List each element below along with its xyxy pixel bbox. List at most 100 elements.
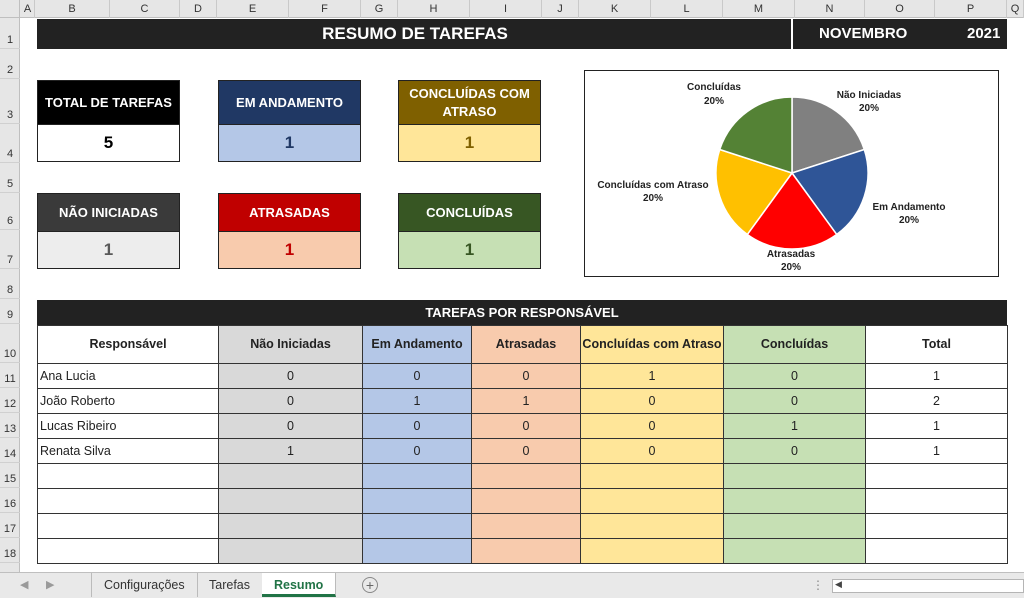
table-cell[interactable] [865, 538, 1008, 564]
table-cell[interactable]: 0 [218, 413, 363, 439]
table-cell[interactable]: 0 [218, 363, 363, 389]
table-cell[interactable]: 1 [723, 413, 866, 439]
column-header[interactable]: I [470, 0, 542, 18]
pie-slice[interactable] [790, 148, 869, 236]
cell-responsavel[interactable] [37, 538, 219, 564]
table-cell[interactable] [362, 488, 472, 514]
table-cell[interactable] [580, 513, 724, 539]
header-responsavel[interactable]: Responsável [37, 325, 219, 364]
row-header[interactable]: 18 [0, 538, 20, 563]
table-cell[interactable]: 0 [362, 413, 472, 439]
column-header[interactable]: L [651, 0, 723, 18]
table-cell[interactable]: 1 [362, 388, 472, 414]
cell-responsavel[interactable] [37, 513, 219, 539]
column-header[interactable]: Q [1007, 0, 1024, 18]
row-header[interactable]: 4 [0, 124, 20, 163]
table-cell[interactable]: 0 [471, 363, 581, 389]
table-cell[interactable]: 1 [471, 388, 581, 414]
table-cell[interactable]: 0 [471, 413, 581, 439]
column-header[interactable]: N [795, 0, 865, 18]
worksheet[interactable]: RESUMO DE TAREFAS NOVEMBRO 2021 TOTAL DE… [21, 19, 1024, 572]
table-cell[interactable] [471, 513, 581, 539]
column-header[interactable]: B [35, 0, 110, 18]
row-header[interactable]: 14 [0, 438, 20, 463]
table-cell[interactable] [218, 513, 363, 539]
column-header[interactable]: E [217, 0, 289, 18]
table-cell[interactable] [471, 488, 581, 514]
table-cell[interactable]: 2 [865, 388, 1008, 414]
table-cell[interactable]: 0 [723, 363, 866, 389]
status-pie-chart[interactable]: Não Iniciadas 20% Em Andamento 20% Atras… [584, 70, 999, 277]
header-atrasadas[interactable]: Atrasadas [471, 325, 581, 364]
table-cell[interactable] [723, 488, 866, 514]
sheet-tab-resumo[interactable]: Resumo [262, 573, 337, 597]
column-header[interactable]: H [398, 0, 470, 18]
row-header[interactable]: 13 [0, 413, 20, 438]
table-cell[interactable]: 0 [362, 363, 472, 389]
table-cell[interactable] [723, 463, 866, 489]
row-header[interactable]: 9 [0, 299, 20, 324]
header-nao-iniciadas[interactable]: Não Iniciadas [218, 325, 363, 364]
column-header[interactable]: O [865, 0, 935, 18]
table-cell[interactable] [218, 538, 363, 564]
table-cell[interactable]: 1 [865, 363, 1008, 389]
cell-responsavel[interactable]: Renata Silva [37, 438, 219, 464]
table-cell[interactable] [471, 538, 581, 564]
table-cell[interactable]: 0 [723, 388, 866, 414]
table-cell[interactable]: 1 [865, 438, 1008, 464]
sheet-tab-tarefas[interactable]: Tarefas [197, 573, 263, 597]
month-label[interactable]: NOVEMBRO [819, 25, 908, 42]
header-em-andamento[interactable]: Em Andamento [362, 325, 472, 364]
row-header[interactable]: 2 [0, 49, 20, 79]
column-header[interactable]: M [723, 0, 795, 18]
table-cell[interactable] [362, 463, 472, 489]
row-header[interactable]: 12 [0, 388, 20, 413]
cell-responsavel[interactable]: Ana Lucia [37, 363, 219, 389]
sheet-tab-configuracoes[interactable]: Configurações [91, 573, 198, 597]
column-header[interactable]: K [579, 0, 651, 18]
pie-slice[interactable] [791, 96, 866, 175]
table-cell[interactable]: 1 [218, 438, 363, 464]
row-header[interactable]: 3 [0, 79, 20, 124]
column-header[interactable]: P [935, 0, 1007, 18]
column-header[interactable]: C [110, 0, 180, 18]
cell-responsavel[interactable] [37, 463, 219, 489]
table-cell[interactable]: 0 [471, 438, 581, 464]
cell-responsavel[interactable] [37, 488, 219, 514]
triangle-left-icon[interactable]: ◀ [835, 579, 842, 589]
table-cell[interactable] [580, 538, 724, 564]
pie-slice[interactable] [715, 148, 794, 236]
table-cell[interactable]: 1 [865, 413, 1008, 439]
horizontal-scrollbar[interactable]: ◀ [832, 579, 1024, 593]
header-concluidas-com-atraso[interactable]: Concluídas com Atraso [580, 325, 724, 364]
table-cell[interactable]: 0 [218, 388, 363, 414]
table-cell[interactable] [865, 513, 1008, 539]
column-header[interactable]: D [180, 0, 217, 18]
table-cell[interactable] [218, 463, 363, 489]
row-header[interactable]: 16 [0, 488, 20, 513]
table-cell[interactable]: 0 [362, 438, 472, 464]
table-cell[interactable] [218, 488, 363, 514]
cell-responsavel[interactable]: João Roberto [37, 388, 219, 414]
table-cell[interactable] [580, 488, 724, 514]
ellipsis-icon[interactable]: ⋮ [812, 578, 824, 592]
plus-circle-icon[interactable]: + [362, 577, 378, 593]
table-cell[interactable] [865, 463, 1008, 489]
column-header[interactable]: A [21, 0, 35, 18]
row-header[interactable]: 8 [0, 269, 20, 299]
table-cell[interactable] [362, 538, 472, 564]
table-cell[interactable] [471, 463, 581, 489]
table-cell[interactable]: 0 [723, 438, 866, 464]
table-cell[interactable] [723, 513, 866, 539]
triangle-right-icon[interactable]: ▶ [46, 579, 55, 591]
row-header[interactable]: 17 [0, 513, 20, 538]
table-cell[interactable]: 1 [580, 363, 724, 389]
row-header[interactable]: 5 [0, 163, 20, 193]
pie-slice[interactable] [746, 171, 838, 250]
table-cell[interactable] [723, 538, 866, 564]
column-header[interactable]: G [361, 0, 398, 18]
year-label[interactable]: 2021 [967, 25, 1001, 42]
row-header[interactable]: 11 [0, 363, 20, 388]
row-header[interactable]: 10 [0, 324, 20, 363]
row-header[interactable]: 15 [0, 463, 20, 488]
